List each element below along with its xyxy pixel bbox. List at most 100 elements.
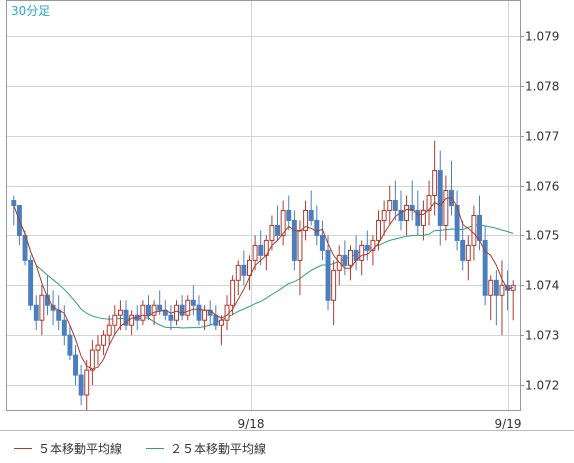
candle <box>280 200 286 246</box>
candle-body <box>61 319 67 336</box>
candle <box>493 270 499 326</box>
candle <box>179 295 185 321</box>
candle-body <box>33 304 39 321</box>
candle <box>89 340 95 386</box>
candle-body <box>488 279 494 296</box>
candle <box>336 245 342 286</box>
candle <box>359 240 365 276</box>
candle-body <box>432 170 438 197</box>
candle-body <box>303 209 309 231</box>
x-tick-label-9-19: 9/19 <box>495 417 522 431</box>
candle <box>499 260 505 336</box>
candle-body <box>420 209 426 226</box>
candle-body <box>11 200 17 206</box>
candle-body <box>275 224 280 236</box>
candle <box>168 305 174 331</box>
candle <box>353 235 359 271</box>
candle <box>398 190 404 231</box>
candle <box>247 255 252 291</box>
candle-body <box>387 200 393 211</box>
candle-body <box>454 205 460 241</box>
ma5-line <box>13 196 514 370</box>
x-axis-ticks: 9/18 9/19 <box>238 417 522 431</box>
candle-body <box>364 244 370 251</box>
candle-body <box>286 209 292 221</box>
candle-body <box>409 205 415 211</box>
candle <box>33 295 39 331</box>
candle <box>224 295 230 331</box>
candle-body <box>331 269 337 301</box>
candle-body <box>179 304 185 316</box>
legend-item-ma25: ２５本移動平均線 <box>146 440 266 456</box>
candlestick-chart: 1.072 1.073 1.074 1.075 1.076 1.077 1.078 1.079… <box>6 0 559 431</box>
ma25-line <box>13 205 514 329</box>
candle <box>297 220 303 296</box>
candle-body <box>218 319 224 326</box>
y-tick-label-1.076: 1.076 <box>525 180 559 194</box>
candle-body <box>168 314 174 321</box>
candle-body <box>443 190 449 226</box>
candle-body <box>342 254 348 266</box>
candle-body <box>202 309 208 321</box>
candle <box>39 285 45 336</box>
legend-label-ma5: ５本移動平均線 <box>38 441 123 456</box>
candle <box>505 270 511 311</box>
candle <box>73 345 78 386</box>
x-tick-label-9-18: 9/18 <box>238 417 265 431</box>
candle-body <box>213 314 219 326</box>
candle-body <box>28 259 34 306</box>
candle <box>101 330 107 356</box>
candle <box>488 275 494 321</box>
candle <box>218 315 224 346</box>
candle-body <box>308 209 314 221</box>
candle-body <box>84 369 90 396</box>
candle-body <box>465 244 471 261</box>
candle <box>415 190 421 236</box>
candle <box>28 255 34 311</box>
candle <box>22 230 28 266</box>
candle-body <box>477 214 482 241</box>
y-axis-ticks: 1.072 1.073 1.074 1.075 1.076 1.077 1.078 1.079 <box>520 30 559 393</box>
candle-body <box>235 264 241 281</box>
candle-body <box>196 304 202 321</box>
candle-body <box>146 304 151 316</box>
y-tick-label-1.073: 1.073 <box>525 329 559 343</box>
candle <box>56 295 62 331</box>
candle-body <box>190 299 196 306</box>
candle-body <box>112 314 118 326</box>
candle-body <box>392 200 398 211</box>
candle <box>84 360 90 410</box>
candle-body <box>140 304 146 321</box>
candle-body <box>73 354 78 376</box>
candle <box>106 315 112 346</box>
candle-body <box>348 249 353 266</box>
candle <box>364 230 370 261</box>
candle <box>449 160 454 216</box>
candle <box>61 305 67 346</box>
candle-body <box>460 239 466 261</box>
candle-body <box>325 249 331 301</box>
candle-body <box>101 334 107 346</box>
candle <box>196 295 202 326</box>
y-tick-label-1.079: 1.079 <box>525 30 559 44</box>
candle-body <box>247 259 252 276</box>
candle-body <box>370 239 376 251</box>
candle-body <box>123 309 129 326</box>
candle-body <box>398 209 404 221</box>
candle-body <box>56 309 62 321</box>
candle-body <box>297 229 303 261</box>
candle <box>426 180 432 226</box>
candle <box>314 205 320 246</box>
candle-body <box>258 244 264 256</box>
candle-body <box>280 209 286 236</box>
y-tick-label-1.074: 1.074 <box>525 279 559 293</box>
candle-body <box>269 224 275 241</box>
candle-body <box>106 324 112 336</box>
candle <box>303 200 309 241</box>
candle-body <box>95 344 101 351</box>
candle-body <box>151 304 157 316</box>
candle-body <box>499 284 505 296</box>
candle-body <box>376 219 381 241</box>
candle-body <box>39 294 45 321</box>
candle-body <box>482 239 488 296</box>
